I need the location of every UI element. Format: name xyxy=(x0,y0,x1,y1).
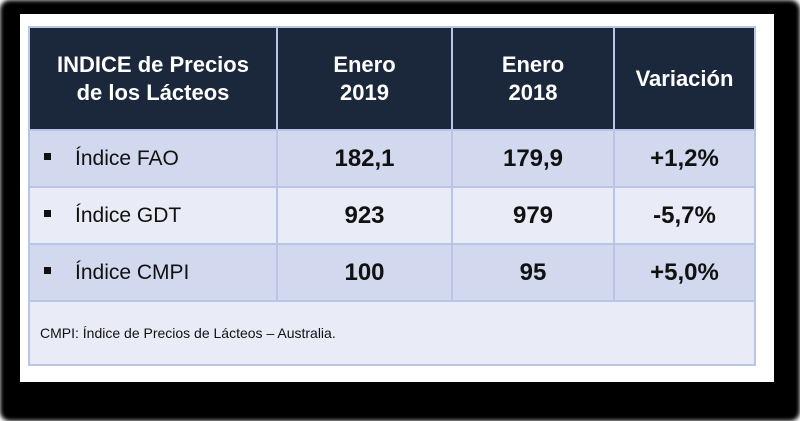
row-label: Índice CMPI xyxy=(75,260,190,284)
value-jan-2019: 100 xyxy=(276,243,453,302)
row-label-cell: Índice GDT xyxy=(28,186,278,245)
table-row-cmpi: Índice CMPI 100 95 +5,0% xyxy=(28,243,756,302)
value-variation: -5,7% xyxy=(613,186,756,245)
header-jan-2019-line2: 2019 xyxy=(340,79,389,105)
value-jan-2018: 979 xyxy=(451,186,615,245)
value-jan-2019: 923 xyxy=(276,186,453,245)
header-jan-2018-line1: Enero xyxy=(501,51,565,77)
header-index-name: INDICE de Precios de los Lácteos xyxy=(28,26,278,131)
value-jan-2018: 179,9 xyxy=(451,129,615,188)
header-jan-2018-line2: 2018 xyxy=(508,79,558,105)
row-label-cell: Índice FAO xyxy=(28,129,278,188)
bullet-icon xyxy=(44,210,51,218)
value-jan-2019: 182,1 xyxy=(276,129,453,188)
header-variation: Variación xyxy=(613,26,756,131)
bullet-icon xyxy=(44,153,51,161)
header-jan-2019: Enero 2019 xyxy=(276,26,453,131)
row-label: Índice GDT xyxy=(75,203,182,227)
header-index-name-line2: de los Lácteos xyxy=(76,79,230,105)
dairy-price-index-table: INDICE de Precios de los Lácteos Enero 2… xyxy=(28,26,756,366)
header-row: INDICE de Precios de los Lácteos Enero 2… xyxy=(28,26,756,131)
row-label-cell: Índice CMPI xyxy=(28,243,278,302)
table-row-gdt: Índice GDT 923 979 -5,7% xyxy=(28,186,756,245)
footnote: CMPI: Índice de Precios de Lácteos – Aus… xyxy=(28,300,756,366)
row-label: Índice FAO xyxy=(75,146,179,170)
header-jan-2019-line1: Enero xyxy=(333,51,396,77)
value-variation: +1,2% xyxy=(613,129,756,188)
table-row-fao: Índice FAO 182,1 179,9 +1,2% xyxy=(28,129,756,188)
value-variation: +5,0% xyxy=(613,243,756,302)
header-index-name-line1: INDICE de Precios xyxy=(57,51,249,77)
value-jan-2018: 95 xyxy=(451,243,615,302)
footnote-row: CMPI: Índice de Precios de Lácteos – Aus… xyxy=(28,300,756,366)
header-jan-2018: Enero 2018 xyxy=(451,26,615,131)
bullet-icon xyxy=(44,267,51,275)
